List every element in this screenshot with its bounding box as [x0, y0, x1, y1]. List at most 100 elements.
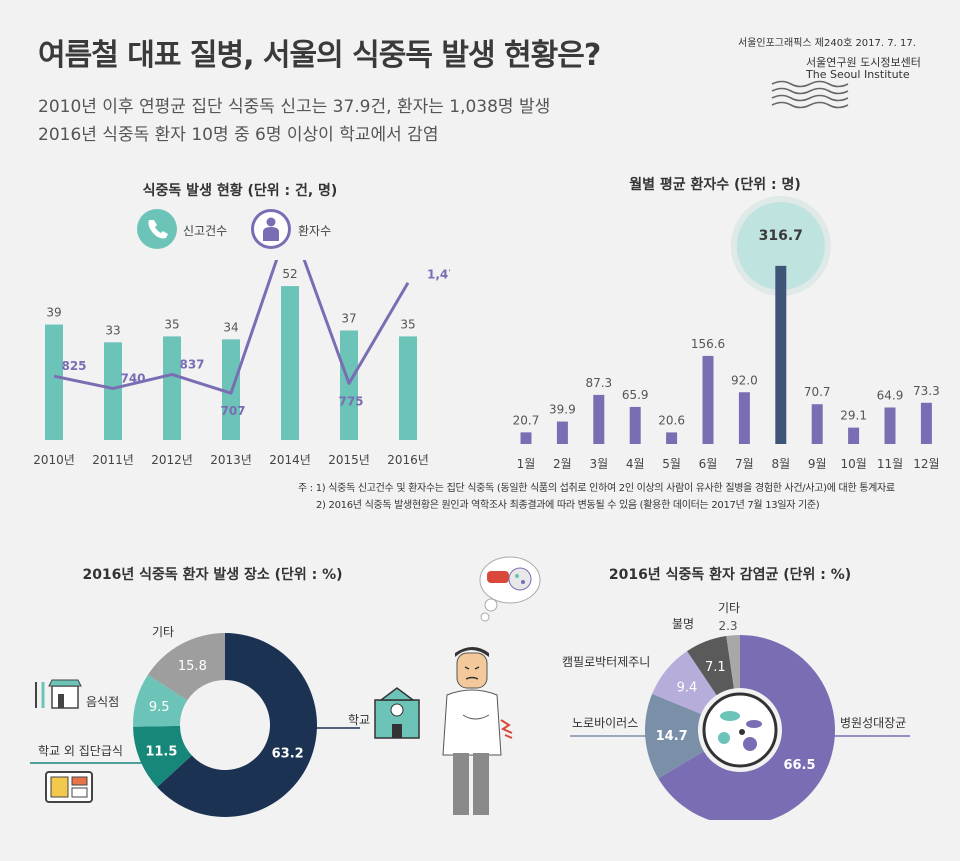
sick-person-icon: [442, 556, 541, 815]
bar-label-7월: 92.0: [731, 373, 758, 387]
org-name-kr: 서울연구원 도시정보센터: [806, 56, 921, 69]
bar-2010년: [45, 324, 63, 440]
bar-label-2월: 39.9: [549, 403, 576, 417]
x-tick-4월: 4월: [626, 457, 645, 471]
bar-11월: [884, 407, 896, 444]
bar-8월: [775, 265, 787, 444]
chart1-title: 식중독 발생 현황 (단위 : 건, 명): [142, 183, 338, 199]
bar-7월: [738, 392, 750, 444]
subtitle-2: 2016년 식중독 환자 10명 중 6명 이상이 학교에서 감염: [38, 125, 439, 145]
label-unknown: 불명: [672, 617, 694, 631]
subtitle-1: 2010년 이후 연평균 집단 식중독 신고는 37.9건, 환자는 1,038…: [38, 97, 551, 117]
x-tick-12월: 12월: [913, 457, 939, 471]
pathogen-value-3: 7.1: [705, 660, 726, 675]
x-tick-2010년: 2010년: [33, 453, 75, 467]
pathogen-value-0: 66.5: [783, 758, 815, 773]
bar-label-5월: 20.6: [658, 413, 685, 427]
bar-label-10월: 29.1: [840, 409, 867, 423]
label-ecoli: 병원성대장균: [840, 716, 906, 730]
bar-6월: [702, 355, 714, 444]
pathogen-donut-chart: 66.5 14.7 9.4 7.1 2.3 병원성대장균 노로바이러스 캠필로박터제주니 불명 기…: [562, 601, 910, 820]
pathogen-slice-0: [658, 635, 835, 820]
x-tick-2014년: 2014년: [269, 453, 311, 467]
label-group-meal: 학교 외 집단급식: [38, 744, 123, 758]
bar-4월: [629, 406, 641, 444]
pathogen-slice-4: [726, 635, 740, 689]
location-slice-3: [147, 633, 225, 701]
bar-12월: [920, 402, 932, 444]
x-tick-2016년: 2016년: [387, 453, 429, 467]
line-label-2010년: 825: [61, 359, 86, 373]
pathogen-value-2: 9.4: [677, 681, 698, 696]
bar-2월: [556, 421, 568, 444]
location-slice-0: [157, 633, 317, 817]
location-value-2: 9.5: [149, 700, 170, 715]
bar-label-12월: 73.3: [913, 384, 940, 398]
bar-label-4월: 65.9: [622, 388, 649, 402]
x-tick-2월: 2월: [553, 457, 572, 471]
pathogen-slice-1: [645, 693, 704, 779]
location-slice-2: [133, 674, 188, 727]
bar-label-2014년: 52: [282, 267, 297, 281]
bar-label-2013년: 34: [223, 320, 238, 334]
bar-label-2015년: 37: [341, 311, 356, 325]
chart4-title: 2016년 식중독 환자 감염균 (단위 : %): [608, 567, 852, 583]
chart3-title: 2016년 식중독 환자 발생 장소 (단위 : %): [82, 567, 343, 583]
bar-label-6월: 156.6: [691, 337, 725, 351]
pathogen-slice-3: [687, 635, 734, 696]
issue-info: 서울인포그래픽스 제240호 2017. 7. 17.: [738, 38, 916, 49]
bar-label-8월: 316.7: [759, 228, 803, 244]
bar-label-1월: 20.7: [513, 413, 540, 427]
bar-2011년: [104, 342, 122, 440]
label-norovirus: 노로바이러스: [572, 716, 638, 730]
note-2: 2) 2016년 식중독 발생현황은 원인과 역학조사 최종결과에 따라 변동될…: [316, 500, 820, 511]
label-other: 기타: [152, 625, 174, 639]
x-tick-1월: 1월: [517, 457, 536, 471]
bar-label-2016년: 35: [400, 317, 415, 331]
x-tick-10월: 10월: [840, 457, 866, 471]
line-label-2012년: 837: [179, 357, 204, 371]
x-tick-6월: 6월: [699, 457, 718, 471]
bar-2016년: [399, 336, 417, 440]
x-tick-8월: 8월: [771, 457, 790, 471]
label-school: 학교: [348, 713, 370, 727]
bar-label-9월: 70.7: [804, 385, 831, 399]
bar-label-11월: 64.9: [877, 388, 904, 402]
line-label-2011년: 740: [120, 371, 145, 385]
x-tick-11월: 11월: [877, 457, 903, 471]
line-label-2016년: 1,474: [427, 268, 450, 282]
x-tick-3월: 3월: [589, 457, 608, 471]
bacteria-icon: [702, 692, 778, 768]
x-tick-2013년: 2013년: [210, 453, 252, 467]
x-tick-2015년: 2015년: [328, 453, 370, 467]
location-slice-1: [133, 725, 192, 788]
bar-label-2012년: 35: [164, 317, 179, 331]
monthly-patients-chart: 20.7 1월 39.9 2월 87.3 3월 65.9 4월 20.6 5월 156.6 6월 92.…: [513, 196, 940, 471]
note-1: 주 : 1) 식중독 신고건수 및 환자수는 집단 식중독 (동일한 식품의 섭…: [298, 483, 895, 494]
x-tick-2012년: 2012년: [151, 453, 193, 467]
label-other: 기타: [718, 601, 740, 615]
page-title: 여름철 대표 질병, 서울의 식중독 발생 현황은?: [38, 38, 601, 73]
bar-9월: [811, 404, 823, 444]
x-tick-2011년: 2011년: [92, 453, 134, 467]
location-value-3: 15.8: [178, 659, 207, 674]
seoul-institute-logo: [771, 80, 849, 109]
patient-icon: [251, 209, 291, 249]
org-name-en: The Seoul Institute: [806, 68, 910, 81]
bar-3월: [593, 394, 605, 444]
bar-1월: [520, 432, 532, 444]
phone-icon: [137, 209, 177, 249]
bar-10월: [848, 427, 860, 444]
x-tick-7월: 7월: [735, 457, 754, 471]
label-campylobacter: 캠필로박터제주니: [562, 655, 650, 669]
pathogen-value-4: 2.3: [718, 619, 737, 633]
meal-tray-icon: [45, 771, 93, 803]
chart2-title: 월별 평균 환자수 (단위 : 명): [629, 177, 801, 193]
line-label-2013년: 707: [220, 404, 245, 418]
label-restaurant: 음식점: [86, 695, 119, 709]
legend-patients: 환자수: [298, 224, 332, 238]
bar-5월: [666, 432, 678, 444]
line-label-2015년: 775: [338, 394, 363, 408]
location-value-0: 63.2: [272, 747, 304, 762]
